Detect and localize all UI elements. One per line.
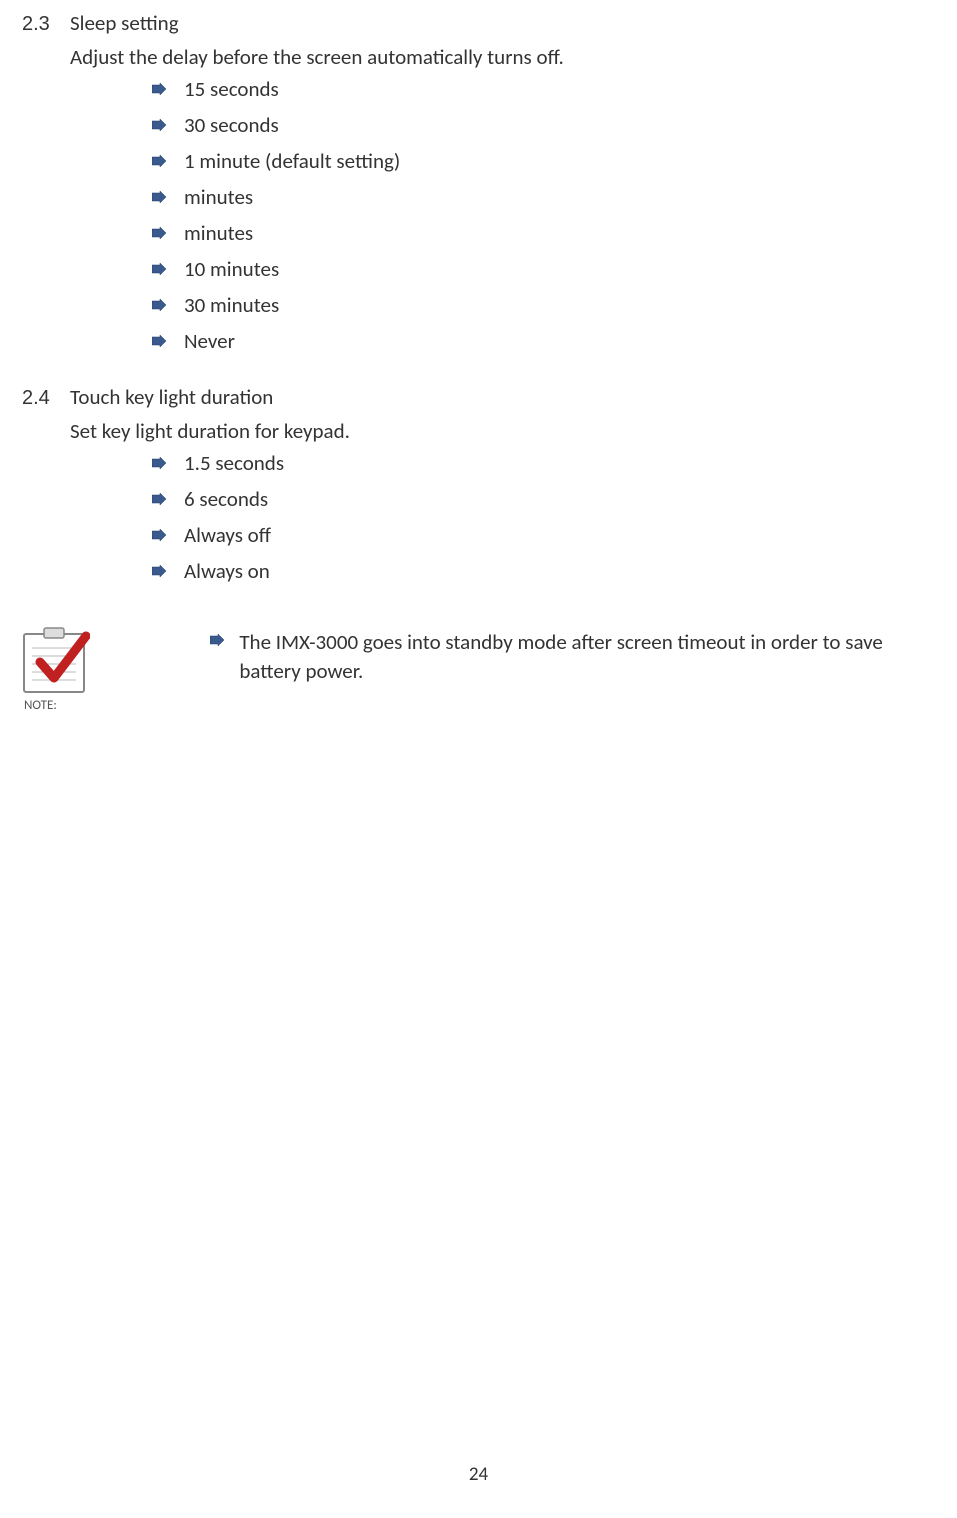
arrow-bullet-icon	[152, 191, 184, 203]
bullet-list: 1.5 seconds 6 seconds Always off Always …	[0, 450, 957, 584]
arrow-bullet-icon	[210, 628, 239, 713]
note-text: The IMX-3000 goes into standby mode afte…	[239, 628, 957, 713]
section-number: 2.4	[0, 387, 70, 410]
arrow-bullet-icon	[152, 155, 184, 167]
list-item-label: 10 minutes	[184, 256, 279, 282]
list-item-label: minutes	[184, 220, 253, 246]
arrow-bullet-icon	[152, 529, 184, 541]
section-title: Touch key light duration	[70, 384, 273, 410]
arrow-bullet-icon	[152, 119, 184, 131]
list-item-label: 1 minute (default setting)	[184, 148, 400, 174]
section-sleep-setting: 2.3 Sleep setting Adjust the delay befor…	[0, 10, 957, 354]
section-touch-key-light: 2.4 Touch key light duration Set key lig…	[0, 384, 957, 584]
arrow-bullet-icon	[152, 263, 184, 275]
section-description: Set key light duration for keypad.	[0, 418, 957, 444]
list-item: Always off	[152, 522, 957, 548]
list-item-label: Never	[184, 328, 235, 354]
arrow-bullet-icon	[152, 457, 184, 469]
page-number: 24	[0, 1463, 957, 1486]
list-item: minutes	[152, 184, 957, 210]
note-icon-container: NOTE:	[22, 626, 210, 713]
list-item: 1.5 seconds	[152, 450, 957, 476]
arrow-bullet-icon	[152, 565, 184, 577]
arrow-bullet-icon	[152, 83, 184, 95]
list-item-label: 6 seconds	[184, 486, 268, 512]
arrow-bullet-icon	[152, 493, 184, 505]
list-item: minutes	[152, 220, 957, 246]
bullet-list: 15 seconds 30 seconds 1 minute (default …	[0, 76, 957, 354]
note-section: NOTE: The IMX-3000 goes into standby mod…	[0, 626, 957, 713]
list-item-label: minutes	[184, 184, 253, 210]
list-item-label: Always off	[184, 522, 271, 548]
arrow-bullet-icon	[152, 227, 184, 239]
list-item: 30 seconds	[152, 112, 957, 138]
list-item: 30 minutes	[152, 292, 957, 318]
list-item-label: 30 minutes	[184, 292, 279, 318]
list-item: Never	[152, 328, 957, 354]
section-header: 2.3 Sleep setting	[0, 10, 957, 36]
list-item: 10 minutes	[152, 256, 957, 282]
section-title: Sleep setting	[70, 10, 179, 36]
list-item: 6 seconds	[152, 486, 957, 512]
list-item: 15 seconds	[152, 76, 957, 102]
section-description: Adjust the delay before the screen autom…	[0, 44, 957, 70]
note-label: NOTE:	[22, 698, 210, 713]
list-item-label: 30 seconds	[184, 112, 279, 138]
list-item-label: 1.5 seconds	[184, 450, 284, 476]
list-item-label: Always on	[184, 558, 270, 584]
section-header: 2.4 Touch key light duration	[0, 384, 957, 410]
arrow-bullet-icon	[152, 299, 184, 311]
note-clipboard-icon	[22, 626, 90, 696]
list-item: 1 minute (default setting)	[152, 148, 957, 174]
arrow-bullet-icon	[152, 335, 184, 347]
list-item: Always on	[152, 558, 957, 584]
section-number: 2.3	[0, 13, 70, 36]
list-item-label: 15 seconds	[184, 76, 279, 102]
note-content: The IMX-3000 goes into standby mode afte…	[210, 626, 957, 713]
